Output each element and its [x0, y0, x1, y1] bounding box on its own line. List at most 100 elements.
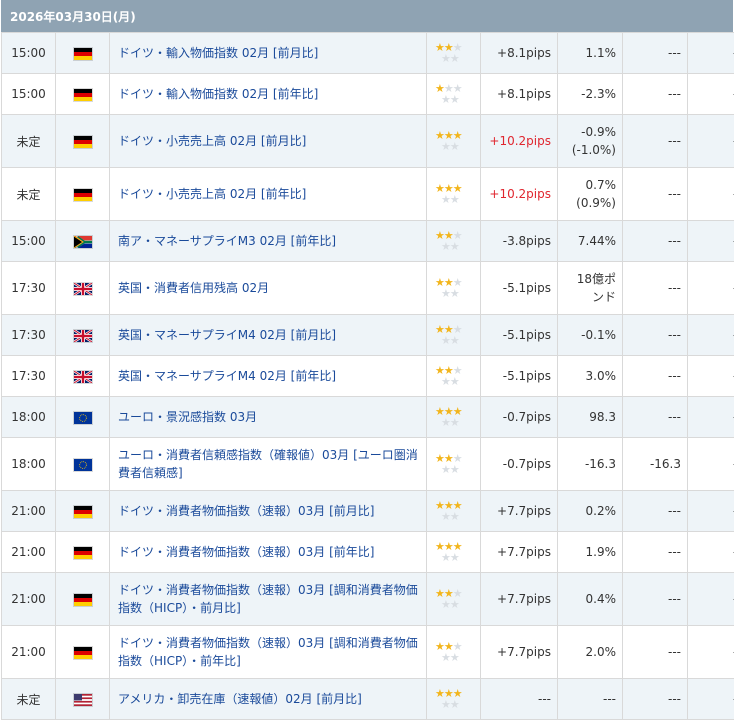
star-icon: ★ — [435, 82, 445, 95]
indicator-link[interactable]: ユーロ・消費者信頼感指数（確報値）03月 [ユーロ圏消費者信頼感] — [109, 437, 427, 491]
star-icon: ★ — [449, 510, 460, 523]
indicator-link[interactable]: ユーロ・景況感指数 03月 — [109, 396, 427, 438]
pips-cell: +7.7pips — [480, 572, 558, 626]
star-icon: ★ — [452, 640, 463, 653]
table-row: 17:30 英国・マネーサプライM4 02月 [前年比] ★★★ ★★ -5.1pips… — [1, 355, 734, 397]
forecast-cell: --- — [622, 73, 688, 115]
previous-value-cell: -16.3 — [557, 437, 623, 491]
country-cell — [55, 114, 110, 168]
uk-flag — [73, 282, 92, 295]
indicator-link[interactable]: ドイツ・輸入物価指数 02月 [前年比] — [109, 73, 427, 115]
germany-flag — [73, 646, 92, 659]
table-row: 21:00 ドイツ・消費者物価指数（速報）03月 [前年比] ★★★ ★★ +7.7pi… — [1, 531, 734, 573]
star-icon: ★ — [443, 229, 454, 242]
star-icon: ★ — [435, 364, 445, 377]
indicator-link[interactable]: ドイツ・消費者物価指数（速報）03月 [調和消費者物価指数（HICP）・前年比] — [109, 625, 427, 679]
star-icon: ★ — [443, 540, 454, 553]
indicator-link[interactable]: 英国・マネーサプライM4 02月 [前年比] — [109, 355, 427, 397]
indicator-link[interactable]: ドイツ・消費者物価指数（速報）03月 [前年比] — [109, 531, 427, 573]
country-cell — [55, 314, 110, 356]
table-row: 17:30 英国・マネーサプライM4 02月 [前月比] ★★★ ★★ -5.1pips… — [1, 314, 734, 356]
star-icon: ★ — [441, 651, 451, 664]
star-icon: ★ — [441, 193, 451, 206]
pips-cell: -3.8pips — [480, 220, 558, 262]
result-cell: --- — [687, 437, 734, 491]
country-cell — [55, 261, 110, 315]
time-cell: 17:30 — [1, 314, 56, 356]
star-icon: ★ — [441, 287, 451, 300]
star-icon: ★ — [443, 323, 454, 336]
star-icon: ★ — [449, 193, 460, 206]
indicator-link[interactable]: 英国・マネーサプライM4 02月 [前月比] — [109, 314, 427, 356]
indicator-link[interactable]: ドイツ・小売売上高 02月 [前月比] — [109, 114, 427, 168]
indicator-link[interactable]: ドイツ・輸入物価指数 02月 [前月比] — [109, 32, 427, 74]
previous-value-cell: -0.1% — [557, 314, 623, 356]
previous-value-cell: --- — [557, 678, 623, 720]
time-cell: 21:00 — [1, 625, 56, 679]
time-cell: 未定 — [1, 678, 56, 720]
star-icon: ★ — [452, 687, 463, 700]
star-icon: ★ — [452, 587, 463, 600]
result-cell: --- — [687, 114, 734, 168]
star-icon: ★ — [441, 698, 451, 711]
germany-flag — [73, 505, 92, 518]
star-icon: ★ — [452, 405, 463, 418]
indicator-link[interactable]: ドイツ・消費者物価指数（速報）03月 [調和消費者物価指数（HICP）・前月比] — [109, 572, 427, 626]
indicator-link[interactable]: ドイツ・消費者物価指数（速報）03月 [前月比] — [109, 490, 427, 532]
star-icon: ★ — [443, 276, 454, 289]
result-cell: --- — [687, 490, 734, 532]
star-icon: ★ — [443, 452, 454, 465]
time-cell: 18:00 — [1, 437, 56, 491]
importance-rating: ★★★ ★★ — [426, 490, 481, 532]
indicator-link[interactable]: ドイツ・小売売上高 02月 [前年比] — [109, 167, 427, 221]
star-icon: ★ — [435, 182, 445, 195]
star-icon: ★ — [441, 598, 451, 611]
pips-cell: +8.1pips — [480, 32, 558, 74]
pips-cell: +8.1pips — [480, 73, 558, 115]
star-icon: ★ — [435, 687, 445, 700]
time-cell: 15:00 — [1, 32, 56, 74]
previous-value-cell: 0.2% — [557, 490, 623, 532]
country-cell — [55, 678, 110, 720]
table-row: 21:00 ドイツ・消費者物価指数（速報）03月 [前月比] ★★★ ★★ +7.7pi… — [1, 490, 734, 532]
forecast-cell: --- — [622, 167, 688, 221]
previous-value-cell: 7.44% — [557, 220, 623, 262]
pips-cell: +10.2pips — [480, 114, 558, 168]
pips-cell: --- — [480, 678, 558, 720]
importance-rating: ★★★ ★★ — [426, 437, 481, 491]
importance-rating: ★★★ ★★ — [426, 531, 481, 573]
star-icon: ★ — [441, 510, 451, 523]
forecast-cell: --- — [622, 396, 688, 438]
star-icon: ★ — [452, 540, 463, 553]
country-cell — [55, 437, 110, 491]
time-cell: 未定 — [1, 114, 56, 168]
pips-cell: -0.7pips — [480, 437, 558, 491]
indicator-link[interactable]: 英国・消費者信用残高 02月 — [109, 261, 427, 315]
time-cell: 21:00 — [1, 531, 56, 573]
usa-flag — [73, 693, 92, 706]
star-icon: ★ — [449, 416, 460, 429]
star-icon: ★ — [441, 416, 451, 429]
star-icon: ★ — [449, 287, 460, 300]
south-africa-flag — [73, 235, 92, 248]
uk-flag — [73, 370, 92, 383]
indicator-link[interactable]: 南ア・マネーサプライM3 02月 [前年比] — [109, 220, 427, 262]
star-icon: ★ — [441, 52, 451, 65]
star-icon: ★ — [449, 375, 460, 388]
star-icon: ★ — [452, 499, 463, 512]
indicator-link[interactable]: アメリカ・卸売在庫（速報値）02月 [前月比] — [109, 678, 427, 720]
country-cell — [55, 625, 110, 679]
pips-cell: +10.2pips — [480, 167, 558, 221]
star-icon: ★ — [435, 229, 445, 242]
importance-rating: ★★★ ★★ — [426, 261, 481, 315]
star-icon: ★ — [441, 140, 451, 153]
importance-rating: ★★★ ★★ — [426, 396, 481, 438]
pips-cell: -5.1pips — [480, 314, 558, 356]
forecast-cell: --- — [622, 625, 688, 679]
importance-rating: ★★★ ★★ — [426, 73, 481, 115]
table-row: 21:00 ドイツ・消費者物価指数（速報）03月 [調和消費者物価指数（HICP）… — [1, 625, 734, 679]
time-cell: 17:30 — [1, 261, 56, 315]
previous-value-cell: 18億ポ ンド — [557, 261, 623, 315]
country-cell — [55, 396, 110, 438]
